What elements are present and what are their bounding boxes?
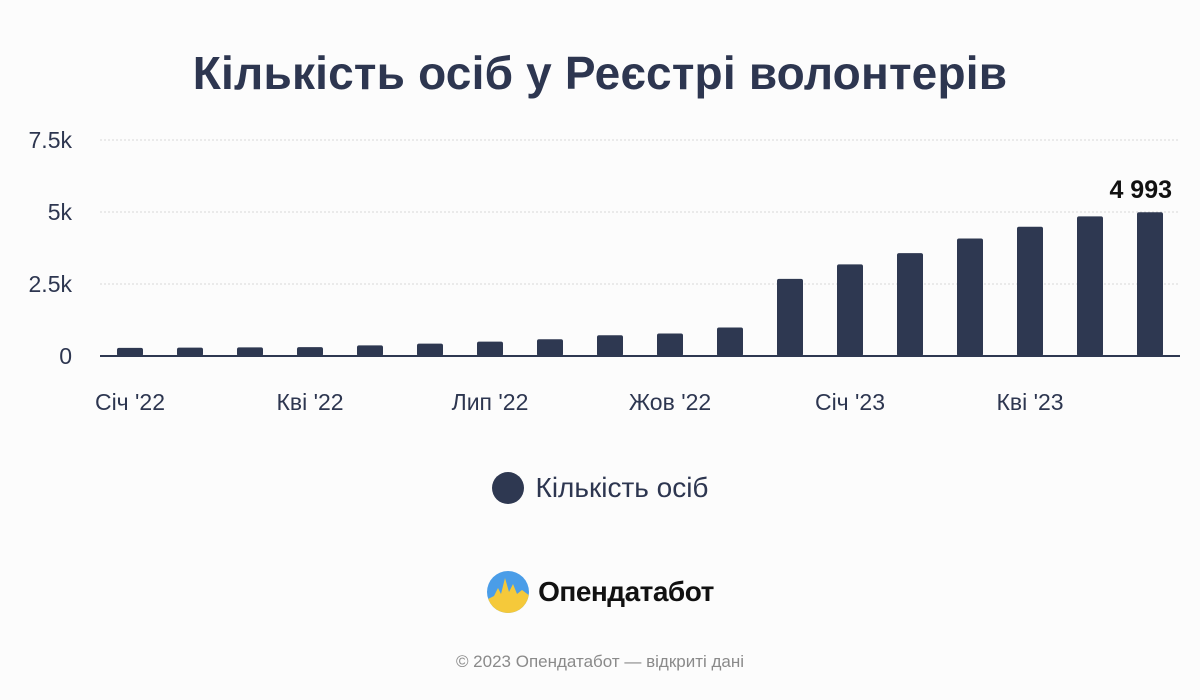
chart-title: Кількість осіб у Реєстрі волонтерів [192,47,1008,99]
data-label: 4 993 [1109,176,1172,204]
y-tick-label: 5k [48,199,73,225]
y-axis: 0 2.5k 5k 7.5k [29,127,73,369]
y-tick-label: 0 [59,343,72,369]
x-tick-label: Січ '22 [95,389,165,415]
x-tick-label: Кві '22 [276,389,343,415]
footer-copyright: © 2023 Опендатабот — відкриті дані [455,652,745,671]
bar [657,333,683,356]
bar [177,347,203,356]
bar [537,339,563,356]
x-tick-label: Кві '23 [996,389,1063,415]
bar [117,347,143,356]
bar [597,335,623,356]
x-tick-label: Лип '22 [452,389,529,415]
legend-marker [491,472,524,504]
y-tick-label: 7.5k [29,127,73,153]
brand-name: Опендатабот [538,576,714,607]
legend[interactable]: Кількість осіб [0,472,1200,504]
bar [837,264,863,356]
y-tick-label: 2.5k [29,271,73,297]
bars [117,212,1163,356]
x-tick-label: Січ '23 [815,389,885,415]
data-labels: 4 993 [1109,176,1172,204]
x-axis: Січ '22 Кві '22 Лип '22 Жов '22 Січ '23 Кві '… [95,389,1064,415]
bar [897,253,923,356]
opendatabot-logo-icon [486,570,530,614]
bar [237,347,263,356]
bar [1017,226,1043,356]
bar-chart: 0 2.5k 5k 7.5k Січ '22 Кві '22 Лип '22 Жов '22… [29,127,1180,415]
bar [777,278,803,356]
bar [1077,216,1103,356]
bar [357,345,383,356]
legend-label: Кількість осіб [535,472,709,503]
bar [1137,212,1163,356]
bar [297,347,323,356]
x-tick-label: Жов '22 [629,389,711,415]
bar [417,343,443,356]
bar [477,341,503,356]
brand: Опендатабот [0,570,1200,614]
grid-lines [100,139,1180,357]
bar [957,238,983,356]
bar [717,327,743,356]
